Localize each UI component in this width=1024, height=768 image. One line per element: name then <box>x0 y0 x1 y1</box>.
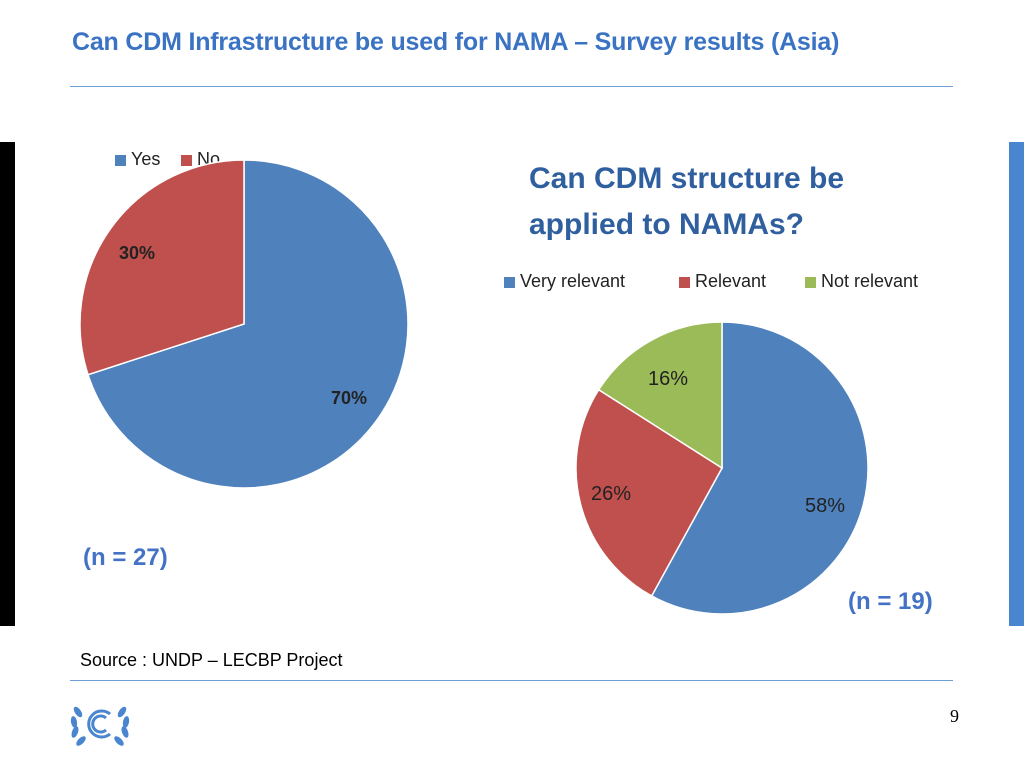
unfccc-logo-icon <box>70 706 130 746</box>
legend-swatch-relevant <box>679 277 690 288</box>
legend-swatch-no <box>181 155 192 166</box>
legend-label-yes: Yes <box>131 149 160 169</box>
pie-chart-relevance: Can CDM structure be applied to NAMAs? Ver… <box>504 162 933 615</box>
left-edge-strip <box>0 142 15 626</box>
legend-label-not-relevant: Not relevant <box>821 271 918 291</box>
footer-divider <box>70 680 953 681</box>
legend-swatch-yes <box>115 155 126 166</box>
data-label-no: 30% <box>119 243 155 263</box>
legend-label-very-relevant: Very relevant <box>520 271 625 291</box>
chart-title-line-1: Can CDM structure be <box>529 162 844 195</box>
pie-slice-relevant <box>575 388 723 597</box>
chart-panel-yes-no: Yes No 70% 30% (n = 27) <box>15 142 485 626</box>
data-label-very-relevant: 58% <box>805 495 845 517</box>
pie-slice-yes <box>87 159 409 489</box>
title-divider <box>70 86 953 87</box>
right-edge-strip <box>1009 142 1024 626</box>
data-label-relevant: 26% <box>591 483 631 505</box>
slide-title: Can CDM Infrastructure be used for NAMA … <box>72 28 840 56</box>
pie-slice-no <box>79 159 245 376</box>
chart-panel-relevance: Can CDM structure be applied to NAMAs? Ver… <box>485 142 1009 626</box>
sample-size-note: (n = 19) <box>848 588 933 615</box>
legend-label-relevant: Relevant <box>695 271 766 291</box>
legend-swatch-not-relevant <box>805 277 816 288</box>
pie-slice-very-relevant <box>650 321 869 615</box>
chart-title-line-2: applied to NAMAs? <box>529 208 804 241</box>
pie-slice-not-relevant <box>597 321 723 470</box>
source-note: Source : UNDP – LECBP Project <box>80 650 343 670</box>
data-label-yes: 70% <box>331 388 367 408</box>
sample-size-note: (n = 27) <box>83 544 168 571</box>
legend-swatch-very-relevant <box>504 277 515 288</box>
data-label-not-relevant: 16% <box>648 368 688 390</box>
page-number: 9 <box>950 706 959 726</box>
